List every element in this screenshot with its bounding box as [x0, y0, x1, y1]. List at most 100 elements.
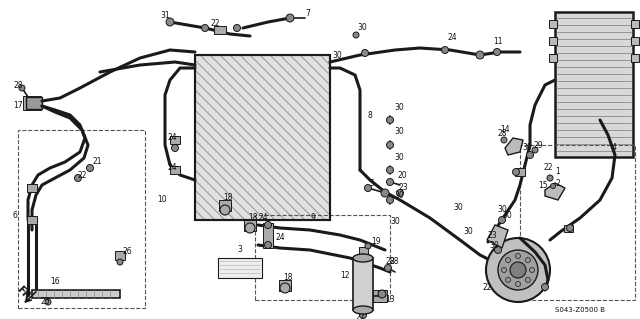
Bar — [279, 279, 291, 291]
Text: 8: 8 — [367, 110, 372, 120]
Text: 18: 18 — [223, 192, 233, 202]
Circle shape — [360, 311, 367, 318]
Bar — [520, 145, 635, 300]
Text: 20: 20 — [397, 170, 407, 180]
Circle shape — [506, 278, 511, 282]
Text: 15: 15 — [538, 181, 548, 189]
Text: 14: 14 — [500, 125, 510, 135]
Circle shape — [498, 250, 538, 290]
Text: 22: 22 — [77, 170, 87, 180]
Ellipse shape — [353, 306, 373, 314]
Text: 18: 18 — [248, 213, 258, 222]
Circle shape — [529, 268, 534, 272]
Bar — [631, 20, 639, 28]
Circle shape — [501, 137, 507, 143]
Circle shape — [365, 184, 371, 191]
Bar — [358, 247, 367, 254]
Circle shape — [117, 259, 123, 265]
Circle shape — [280, 283, 290, 293]
Polygon shape — [545, 183, 565, 200]
Text: 25: 25 — [40, 298, 50, 307]
Text: 24: 24 — [258, 213, 268, 222]
Circle shape — [502, 268, 506, 272]
Text: 10: 10 — [157, 196, 167, 204]
Text: 24: 24 — [167, 164, 177, 173]
Circle shape — [387, 116, 394, 123]
Bar — [515, 168, 525, 176]
Text: S043-Z0500 B: S043-Z0500 B — [555, 307, 605, 313]
Bar — [27, 184, 37, 192]
Text: 18: 18 — [284, 273, 292, 283]
Circle shape — [387, 142, 394, 149]
Text: 30: 30 — [497, 205, 507, 214]
Circle shape — [499, 217, 506, 224]
Text: 1: 1 — [556, 167, 561, 176]
Bar — [563, 225, 573, 232]
Bar — [18, 130, 145, 308]
Circle shape — [493, 48, 500, 56]
Bar — [244, 219, 256, 231]
Bar — [218, 258, 262, 278]
Text: 9: 9 — [310, 213, 316, 222]
Circle shape — [378, 290, 386, 298]
Text: 30: 30 — [463, 227, 473, 236]
Text: 30: 30 — [502, 211, 512, 219]
Circle shape — [286, 14, 294, 22]
Text: 30: 30 — [489, 241, 499, 249]
Bar — [631, 54, 639, 62]
Circle shape — [45, 299, 51, 305]
Circle shape — [245, 223, 255, 233]
Text: 30: 30 — [522, 144, 532, 152]
Text: 30: 30 — [394, 190, 404, 199]
Text: 4: 4 — [612, 144, 616, 152]
Circle shape — [381, 189, 389, 197]
Text: 19: 19 — [371, 238, 381, 247]
Text: 30: 30 — [332, 50, 342, 60]
Polygon shape — [487, 225, 508, 248]
Circle shape — [495, 247, 502, 254]
Text: 29: 29 — [533, 140, 543, 150]
Circle shape — [362, 49, 369, 56]
Bar — [263, 222, 273, 248]
Text: FR.: FR. — [15, 284, 35, 304]
Bar — [353, 258, 373, 310]
Text: 26: 26 — [122, 248, 132, 256]
Text: 22: 22 — [543, 162, 553, 172]
Text: 24: 24 — [275, 234, 285, 242]
Text: 30: 30 — [390, 218, 400, 226]
Bar — [195, 55, 330, 220]
Text: 27: 27 — [355, 314, 365, 319]
Bar — [549, 20, 557, 28]
Circle shape — [510, 262, 526, 278]
Text: 31: 31 — [160, 11, 170, 20]
Text: 28: 28 — [13, 80, 23, 90]
Text: 7: 7 — [305, 9, 310, 18]
Text: 30: 30 — [453, 204, 463, 212]
Text: 23: 23 — [398, 182, 408, 191]
Bar — [214, 26, 226, 34]
Circle shape — [264, 221, 271, 228]
Circle shape — [172, 145, 179, 152]
Bar — [549, 54, 557, 62]
Circle shape — [515, 254, 520, 258]
Text: 11: 11 — [493, 38, 503, 47]
Text: 13: 13 — [385, 295, 395, 305]
Bar — [219, 199, 231, 211]
Text: 30: 30 — [357, 23, 367, 32]
Text: 30: 30 — [394, 128, 404, 137]
Circle shape — [387, 167, 394, 174]
Text: 6: 6 — [13, 211, 17, 219]
Bar — [26, 97, 42, 109]
Circle shape — [385, 264, 392, 271]
Text: 2: 2 — [556, 179, 561, 188]
Circle shape — [525, 258, 531, 263]
Circle shape — [547, 175, 553, 181]
Text: 30: 30 — [394, 103, 404, 113]
Circle shape — [264, 241, 271, 249]
Text: 30: 30 — [394, 153, 404, 162]
Circle shape — [353, 32, 359, 38]
Circle shape — [506, 258, 511, 263]
Text: 12: 12 — [340, 271, 349, 279]
Circle shape — [442, 47, 449, 54]
Circle shape — [220, 205, 230, 215]
